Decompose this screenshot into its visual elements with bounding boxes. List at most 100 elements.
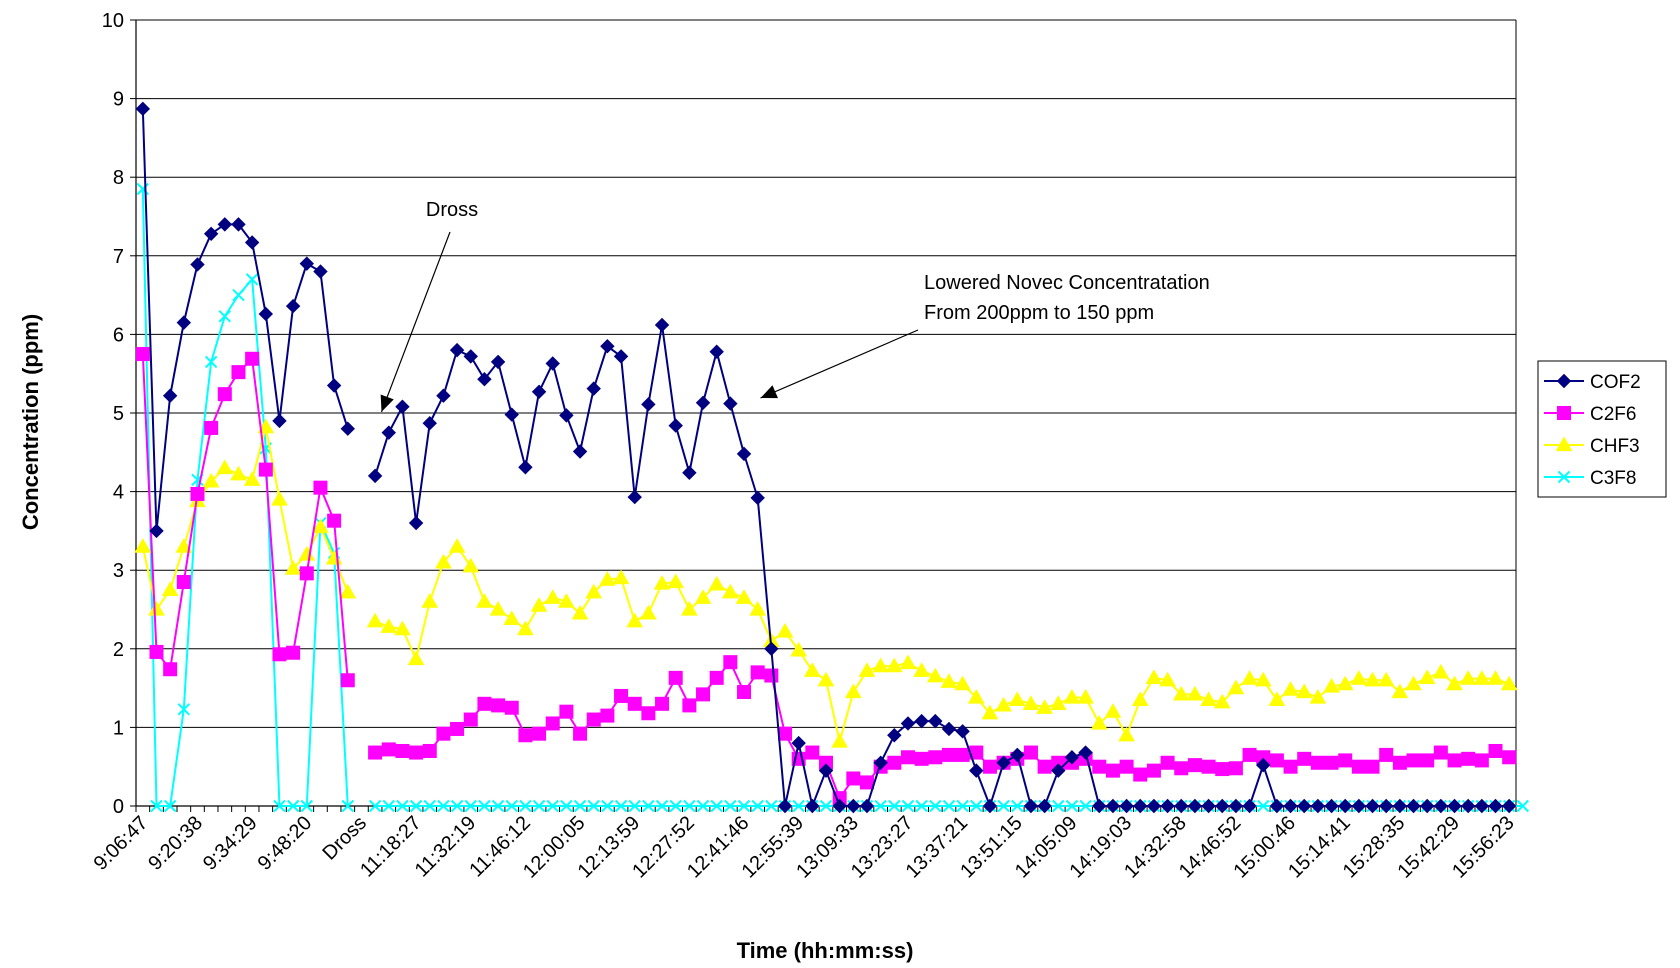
- data-point-diamond: [914, 713, 929, 729]
- data-point-diamond: [791, 735, 806, 751]
- data-point-x: [737, 799, 751, 813]
- data-point-triangle: [626, 612, 644, 628]
- data-point-x: [696, 799, 710, 813]
- data-point-x: [669, 799, 682, 813]
- data-point-x: [519, 799, 532, 813]
- data-point-x: [751, 799, 764, 813]
- data-point-square: [422, 743, 437, 758]
- data-point-triangle: [284, 560, 302, 575]
- data-point-diamond: [1023, 798, 1039, 814]
- data-point-triangle: [380, 618, 398, 633]
- data-point-diamond: [1474, 798, 1490, 814]
- data-point-square: [532, 726, 547, 741]
- data-point-x: [478, 799, 491, 813]
- data-point-diamond: [723, 396, 738, 411]
- data-point-triangle: [708, 575, 726, 591]
- data-point-triangle: [612, 569, 630, 585]
- data-point-triangle: [530, 597, 548, 612]
- data-point-square: [1105, 763, 1120, 778]
- data-point-diamond: [1010, 747, 1025, 763]
- data-point-diamond: [408, 515, 424, 531]
- data-point-diamond: [1310, 798, 1326, 814]
- data-point-triangle: [503, 610, 521, 626]
- data-point-square: [709, 670, 724, 685]
- data-point-triangle: [735, 589, 753, 604]
- data-point-diamond: [832, 798, 847, 814]
- annotation-arrow-line: [760, 329, 919, 399]
- data-point-triangle: [1118, 726, 1135, 742]
- data-point-diamond: [1187, 798, 1203, 814]
- data-point-x: [655, 799, 669, 813]
- data-point-triangle: [1446, 675, 1463, 691]
- data-point-triangle: [394, 620, 411, 636]
- data-point-square: [1133, 767, 1148, 782]
- data-point-triangle: [1309, 689, 1327, 704]
- data-point-x: [614, 799, 628, 813]
- data-point-diamond: [586, 381, 601, 396]
- data-point-square: [504, 700, 519, 715]
- data-point-square: [846, 771, 861, 786]
- data-point-triangle: [667, 573, 685, 589]
- data-point-diamond: [900, 716, 916, 731]
- data-point-square: [928, 750, 943, 765]
- data-point-triangle: [1391, 683, 1409, 699]
- annotations: Dross Lowered Novec Concentratation From 2…: [380, 199, 1210, 413]
- annotation-text: From 200ppm to 150 ppm: [924, 302, 1154, 324]
- data-point-square: [395, 743, 410, 758]
- data-point-square: [778, 726, 793, 741]
- data-point-triangle: [967, 689, 985, 704]
- data-point-x: [1052, 799, 1065, 813]
- data-point-diamond: [1174, 798, 1189, 814]
- legend-label: C3F8: [1590, 468, 1636, 489]
- data-point-x: [218, 310, 232, 323]
- data-point-diamond: [1160, 798, 1175, 814]
- data-point-triangle: [448, 538, 466, 553]
- y-tick-label-6: 6: [113, 324, 124, 346]
- y-tick-label-1: 1: [113, 717, 124, 739]
- y-axis-ticks: 0 1 2 3 4 5 6 7 8 9 10: [102, 10, 136, 818]
- series-chf3: [134, 418, 1518, 748]
- y-tick-label-3: 3: [113, 560, 124, 582]
- legend-label: COF2: [1590, 372, 1641, 393]
- data-point-x: [1065, 799, 1079, 813]
- data-point-diamond: [1037, 798, 1052, 814]
- data-point-diamond: [600, 338, 615, 354]
- data-point-triangle: [885, 657, 903, 673]
- data-point-triangle: [1487, 670, 1504, 685]
- data-point-square: [1242, 747, 1257, 762]
- data-point-diamond: [1365, 798, 1380, 814]
- data-point-square: [231, 365, 246, 380]
- data-point-diamond: [1488, 798, 1503, 814]
- data-point-diamond: [1501, 798, 1517, 814]
- data-point-square: [1037, 759, 1052, 774]
- data-point-triangle: [134, 538, 152, 553]
- data-point-x: [997, 799, 1010, 813]
- data-point-x: [587, 799, 600, 813]
- data-point-triangle: [1377, 671, 1395, 687]
- data-point-square: [1119, 759, 1134, 774]
- data-point-square: [1474, 753, 1489, 768]
- data-point-square: [204, 420, 219, 435]
- data-point-diamond: [859, 798, 875, 814]
- annotation-arrow-head: [380, 394, 394, 412]
- data-point-square: [1160, 755, 1175, 770]
- data-point-triangle: [1008, 691, 1026, 707]
- data-point-square: [491, 698, 506, 713]
- data-point-diamond: [449, 342, 465, 358]
- data-point-square: [245, 351, 260, 366]
- data-point-square: [600, 708, 615, 723]
- data-point-diamond: [381, 425, 396, 440]
- data-point-triangle: [407, 650, 425, 666]
- data-point-diamond: [463, 349, 478, 364]
- data-point-square: [436, 726, 451, 741]
- data-point-square: [368, 745, 383, 760]
- data-point-diamond: [887, 728, 902, 743]
- data-point-square: [1447, 753, 1462, 768]
- data-point-triangle: [243, 471, 261, 486]
- data-point-x: [232, 288, 245, 302]
- data-point-triangle: [1555, 436, 1573, 452]
- legend-item-c2f6: C2F6: [1544, 404, 1636, 425]
- data-point-diamond: [1338, 798, 1353, 814]
- data-point-x: [724, 799, 737, 813]
